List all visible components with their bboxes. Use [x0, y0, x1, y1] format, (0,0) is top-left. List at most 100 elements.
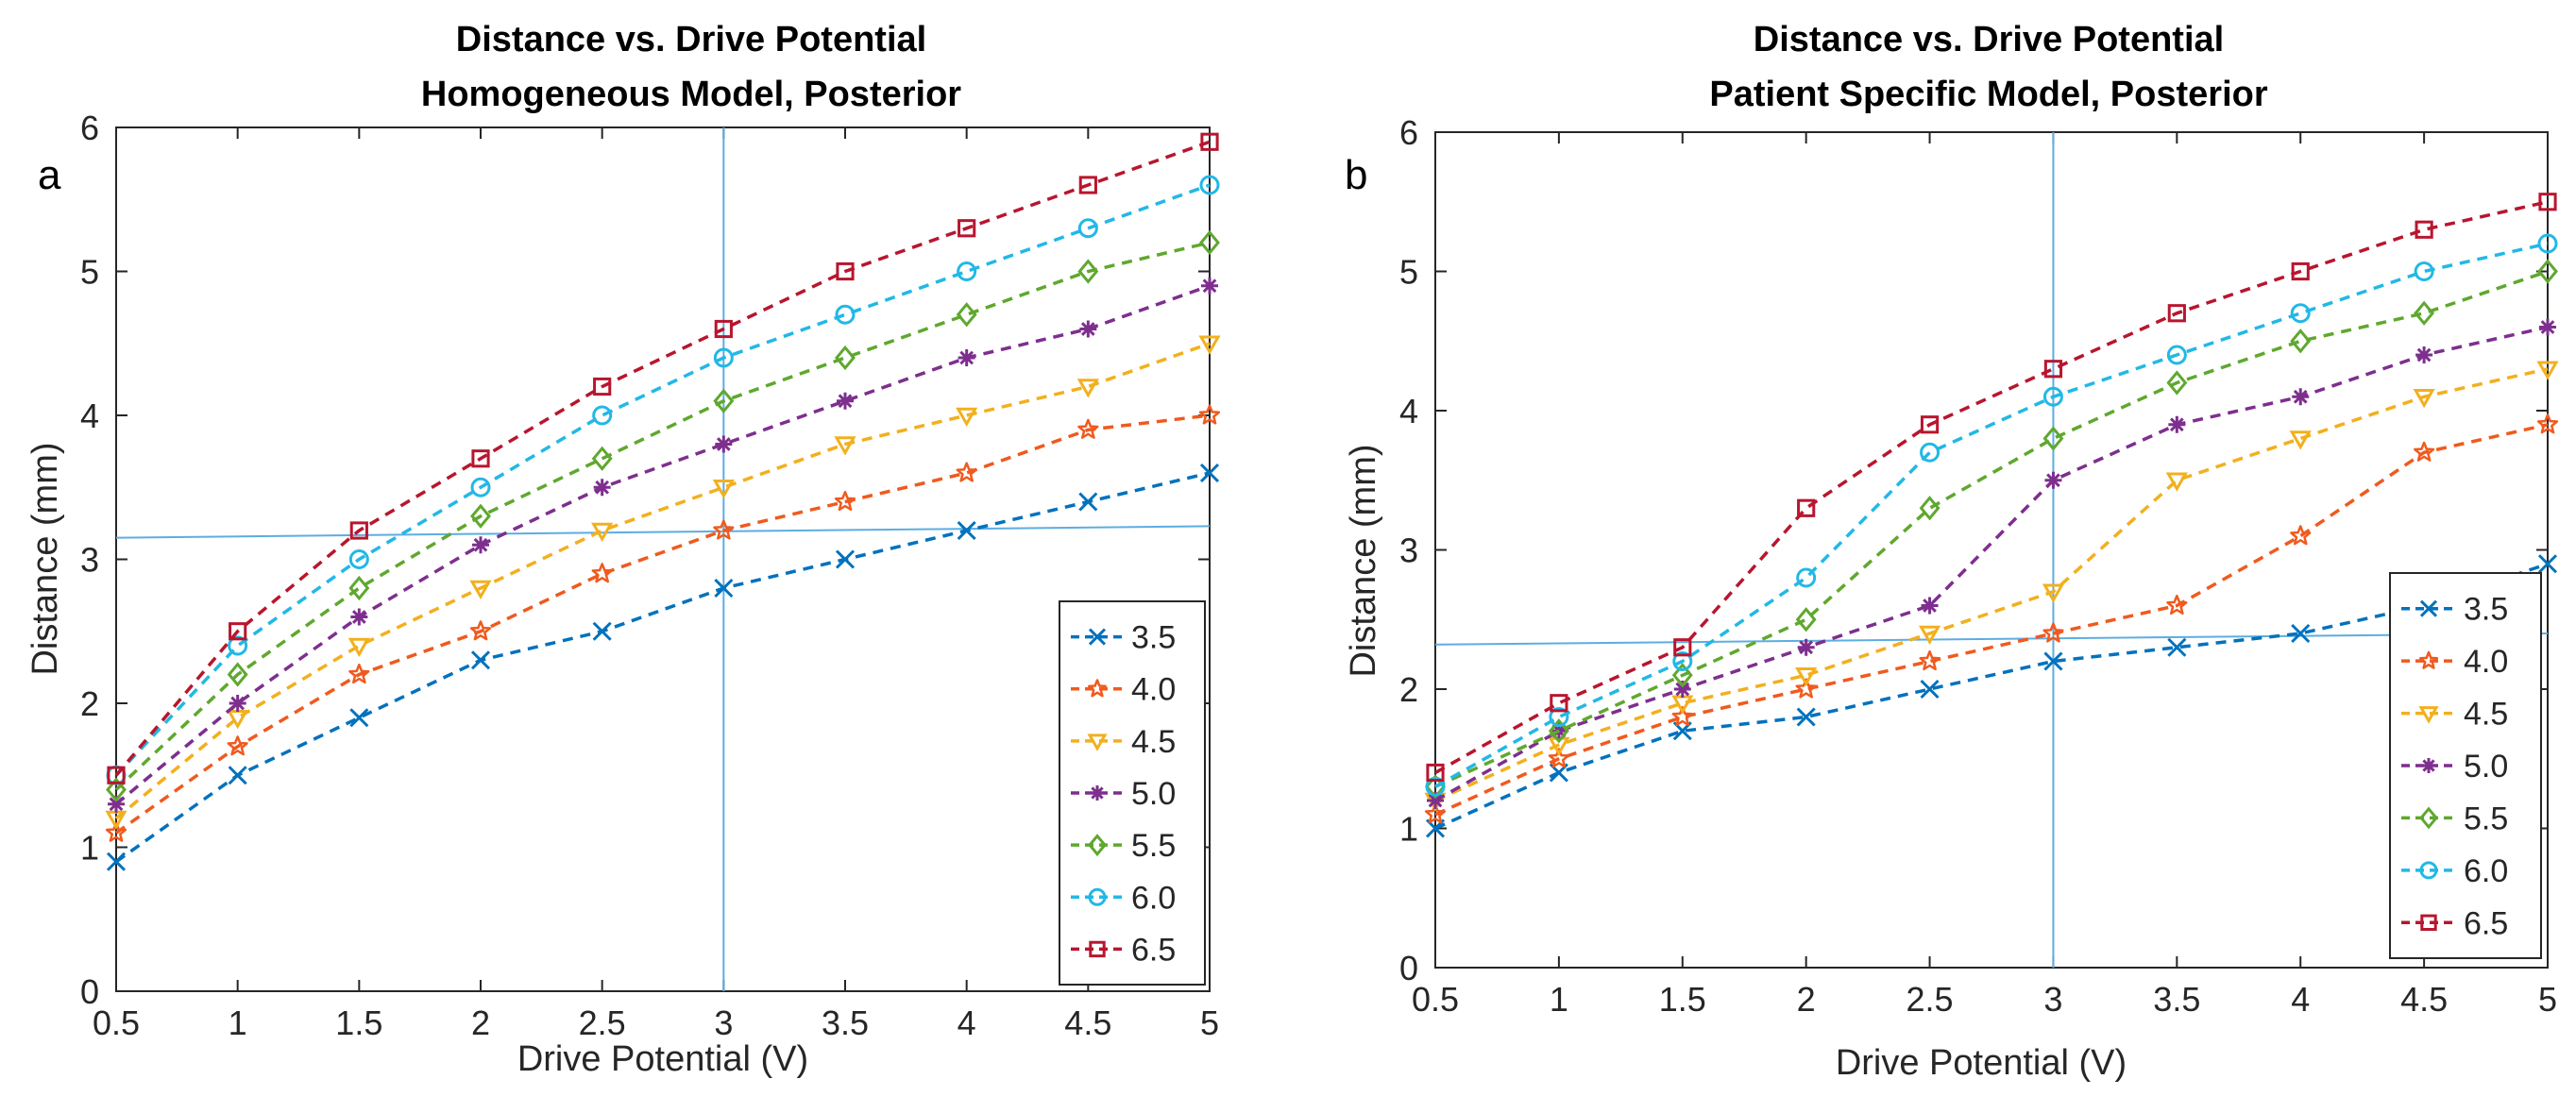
data-point: [712, 480, 735, 499]
data-point: [2290, 329, 2312, 354]
marker-circle: [1077, 218, 1098, 239]
data-point: [1796, 707, 1816, 727]
marker-star: [227, 735, 248, 756]
data-point: [1199, 175, 1220, 195]
marker-asterisk: [2415, 346, 2433, 363]
marker-square: [593, 377, 612, 396]
marker-circle: [1549, 707, 1569, 727]
series-5.5: [106, 229, 1220, 802]
horizontal-reference-line: [115, 525, 1211, 539]
marker-x: [592, 621, 612, 641]
series-line: [1434, 423, 2549, 817]
x-tick-label: 0.5: [1412, 980, 1459, 1019]
marker-x: [1088, 628, 1107, 646]
legend-label: 4.5: [1131, 724, 1176, 760]
marker-square: [2420, 914, 2437, 931]
data-point: [1088, 834, 1107, 857]
marker-x: [957, 520, 976, 541]
data-point: [2044, 471, 2062, 489]
data-point: [834, 436, 856, 456]
marker-diamond: [713, 388, 735, 413]
data-point: [713, 519, 735, 540]
plot-frame: [115, 126, 1211, 992]
data-point: [349, 521, 368, 540]
series-4.5: [105, 335, 1221, 831]
data-point: [1088, 679, 1107, 698]
marker-x: [714, 578, 734, 599]
data-point: [956, 462, 977, 482]
y-tick-label: 4: [1399, 392, 1418, 430]
data-point: [593, 479, 611, 497]
data-point: [2419, 806, 2438, 830]
series-line: [1434, 200, 2549, 775]
data-point: [1078, 176, 1097, 194]
axis-ticks: 0.5 1 1.5 2 2.5 3 3.5 4 4.5 5 0 1 2 3 4 5 6: [80, 109, 1219, 1042]
marker-diamond: [2414, 300, 2435, 326]
data-point: [2292, 388, 2310, 406]
marker-square: [1089, 940, 1106, 958]
chart-subtitle: Homogeneous Model, Posterior: [421, 75, 961, 114]
data-point: [472, 536, 489, 554]
marker-asterisk: [350, 608, 368, 626]
marker-square: [1078, 176, 1097, 194]
data-point: [957, 520, 976, 541]
x-tick-label: 4.5: [2400, 980, 2448, 1019]
legend-label: 6.5: [1131, 932, 1176, 968]
marker-triangle: [2289, 430, 2312, 450]
x-tick-label: 3.5: [822, 1003, 869, 1042]
data-point: [2166, 370, 2188, 396]
data-point: [227, 735, 248, 756]
data-point: [714, 319, 733, 339]
marker-circle: [2419, 861, 2438, 880]
data-point: [835, 304, 856, 325]
data-point: [2415, 220, 2433, 239]
marker-circle: [1199, 175, 1220, 195]
data-point: [956, 302, 977, 328]
marker-asterisk: [1427, 792, 1444, 809]
marker-x: [2043, 651, 2063, 671]
data-point: [470, 503, 491, 529]
series-4.0: [1424, 413, 2559, 824]
series-5.0: [1427, 318, 2556, 809]
legend-label: 3.5: [2464, 592, 2508, 628]
marker-circle: [2042, 386, 2063, 407]
marker-x: [1078, 492, 1098, 512]
marker-square: [229, 622, 247, 641]
data-point: [2414, 261, 2434, 281]
legend-entry: 5.5: [1071, 828, 1176, 864]
marker-square: [1797, 498, 1816, 517]
reference-lines: [115, 127, 1211, 991]
data-point: [1673, 638, 1692, 657]
data-point: [1079, 320, 1097, 338]
data-point: [105, 821, 127, 842]
legend-label: 6.0: [1131, 880, 1176, 916]
data-point: [347, 637, 370, 658]
x-axis-label: Drive Potential (V): [1836, 1043, 2127, 1083]
y-axis-label: Distance (mm): [1344, 444, 1383, 677]
marker-square: [2043, 360, 2063, 379]
marker-diamond: [348, 575, 370, 601]
marker-circle: [713, 347, 734, 368]
marker-diamond: [1795, 607, 1817, 632]
data-point: [1671, 663, 1693, 688]
data-point: [1796, 567, 1817, 588]
x-tick-label: 0.5: [93, 1003, 140, 1042]
data-point: [1077, 218, 1098, 239]
data-point: [1426, 763, 1445, 783]
x-tick-label: 5: [1200, 1003, 1219, 1042]
data-point: [108, 795, 125, 813]
data-point: [2166, 594, 2188, 616]
data-point: [350, 608, 368, 626]
marker-square: [1426, 763, 1445, 783]
marker-diamond: [835, 345, 856, 371]
data-point: [837, 392, 854, 410]
y-tick-label: 6: [1399, 113, 1418, 152]
legend-label: 6.0: [2464, 853, 2508, 889]
marker-diamond: [1088, 834, 1107, 857]
y-tick-label: 0: [1399, 949, 1418, 987]
data-point: [2166, 345, 2187, 365]
marker-star: [1548, 748, 1569, 768]
series-6.5: [1426, 193, 2557, 783]
data-point: [1090, 785, 1105, 801]
data-point: [2539, 318, 2556, 336]
